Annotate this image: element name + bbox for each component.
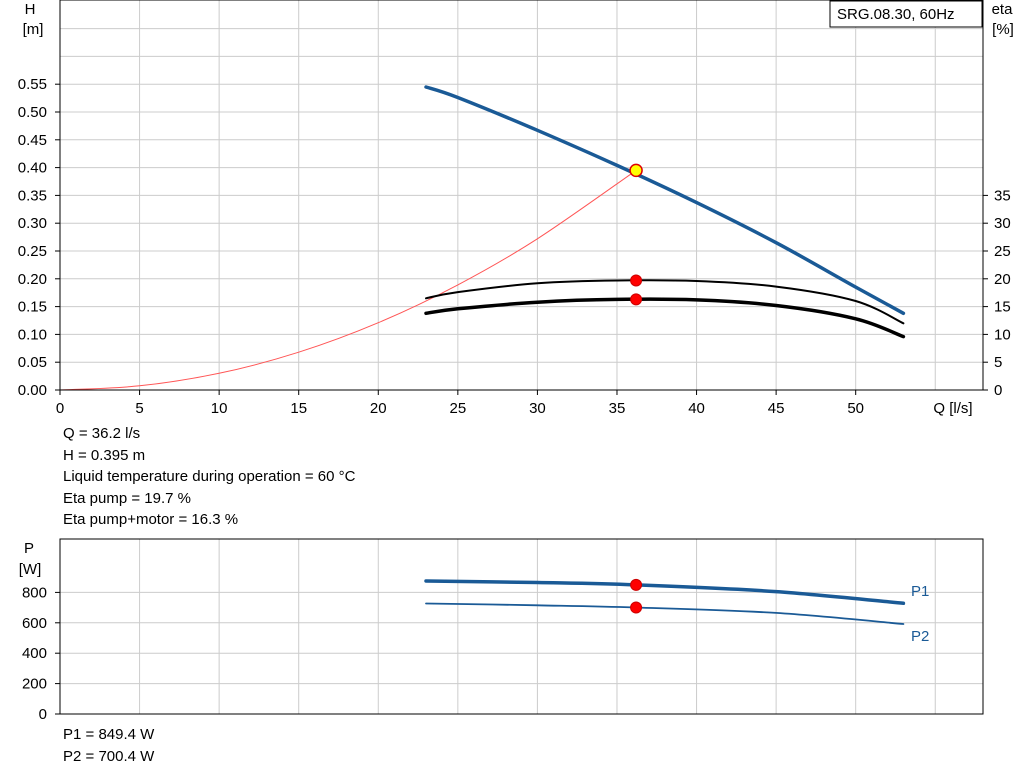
h-tick-label: 0.45: [18, 132, 47, 149]
p-tick-label: 200: [22, 676, 47, 693]
q-tick-label: 15: [290, 400, 307, 417]
q-tick-label: 35: [609, 400, 626, 417]
p1-curve-label: P1: [911, 583, 929, 600]
duty-point-marker: [629, 163, 643, 178]
eta-tick-label: 10: [994, 326, 1011, 343]
p-tick-label: 600: [22, 615, 47, 632]
eta-tick-label: 15: [994, 299, 1011, 316]
operating-point-readout: Q = 36.2 l/s H = 0.395 m Liquid temperat…: [63, 423, 355, 531]
h-tick-label: 0.30: [18, 215, 47, 232]
h-tick-label: 0.40: [18, 160, 47, 177]
readout-h: H = 0.395 m: [63, 446, 146, 464]
eta-tick-label: 20: [994, 271, 1011, 288]
legend-box-label: SRG.08.30, 60Hz: [837, 6, 955, 23]
h-tick-label: 0.20: [18, 271, 47, 288]
h-tick-label: 0.10: [18, 326, 47, 343]
h-tick-label: 0.55: [18, 76, 47, 93]
eta-axis-title: eta: [992, 1, 1014, 18]
readout-p2: P2 = 700.4 W: [63, 747, 155, 765]
p1-marker: [630, 578, 643, 591]
curve-eta-pump-motor: [424, 297, 906, 339]
p-tick-label: 400: [22, 645, 47, 662]
x-axis-title: Q [l/s]: [933, 400, 972, 417]
q-tick-label: 30: [529, 400, 546, 417]
h-axis-unit: [m]: [23, 21, 44, 38]
h-tick-label: 0.25: [18, 243, 47, 260]
p-axis-unit: [W]: [19, 561, 42, 578]
p-tick-label: 800: [22, 584, 47, 601]
power-chart-grid: [59, 539, 983, 715]
curve-head: [424, 85, 906, 316]
readout-q: Q = 36.2 l/s: [63, 425, 141, 442]
h-tick-label: 0.35: [18, 187, 47, 204]
q-tick-label: 50: [847, 400, 864, 417]
q-tick-label: 0: [56, 400, 64, 417]
eta-tick-label: 30: [994, 215, 1011, 232]
eta-pump-marker: [630, 274, 643, 287]
operating-points: [629, 163, 643, 614]
readout-p1: P1 = 849.4 W: [63, 726, 155, 743]
head-chart-grid: [59, 0, 983, 391]
head-chart-frame: [59, 0, 984, 391]
p-axis-title: P: [24, 540, 34, 557]
axis-ticks: 0.00 0.05 0.10 0.15 0.20 0.25 0.30 0.35 0.40 0.45…: [18, 76, 1011, 723]
eta-tick-label: 35: [994, 187, 1011, 204]
h-tick-label: 0.50: [18, 104, 47, 121]
curve-system: [59, 169, 637, 391]
q-tick-label: 25: [450, 400, 467, 417]
p2-marker: [630, 601, 643, 614]
readout-eta-pump: Eta pump = 19.7 %: [63, 489, 191, 507]
curve-p2: [425, 602, 905, 625]
q-tick-label: 10: [211, 400, 228, 417]
readout-temperature: Liquid temperature during operation = 60…: [63, 468, 356, 485]
eta-tick-label: 0: [994, 382, 1002, 399]
legend-box: [829, 0, 983, 28]
eta-tick-label: 5: [994, 354, 1002, 371]
eta-pump-motor-marker: [630, 293, 643, 306]
eta-tick-label: 25: [994, 243, 1011, 260]
q-tick-label: 40: [688, 400, 705, 417]
readout-eta-pump-motor: Eta pump+motor = 16.3 %: [63, 511, 239, 528]
power-readout: P1 = 849.4 W P2 = 700.4 W: [63, 724, 154, 767]
p2-curve-label: P2: [911, 628, 929, 645]
h-axis-title: H: [25, 1, 36, 18]
curve-eta-pump: [425, 279, 905, 325]
q-tick-label: 45: [768, 400, 785, 417]
q-tick-label: 20: [370, 400, 387, 417]
h-tick-label: 0.15: [18, 299, 47, 316]
p-tick-label: 0: [39, 706, 47, 723]
power-chart-frame: [59, 538, 984, 715]
h-tick-label: 0.05: [18, 354, 47, 371]
eta-axis-unit: [%]: [992, 21, 1014, 38]
h-tick-label: 0.00: [18, 382, 47, 399]
q-tick-label: 5: [135, 400, 143, 417]
